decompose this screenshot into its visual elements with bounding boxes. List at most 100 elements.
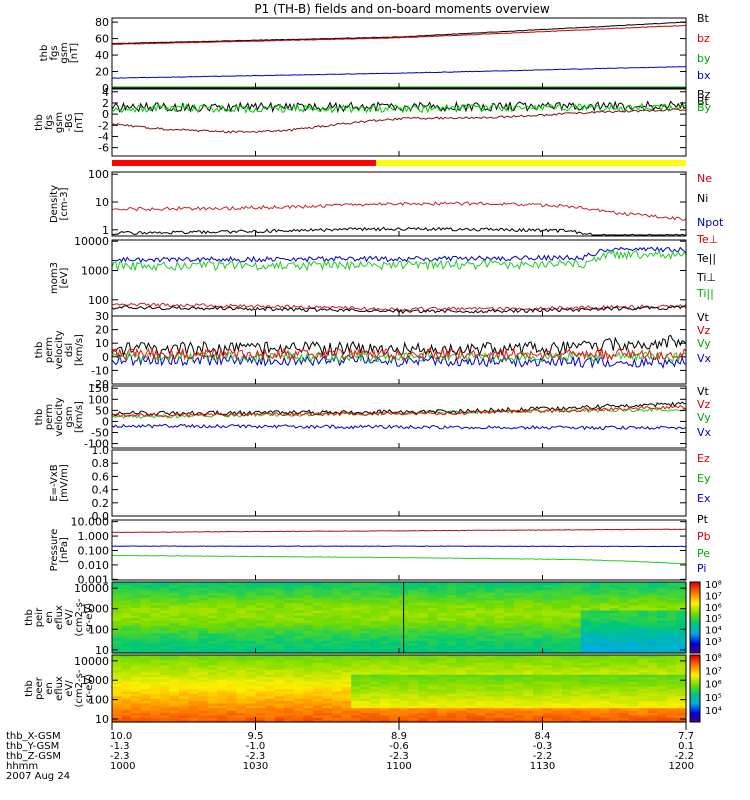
spectrogram-cell — [332, 695, 343, 699]
spectrogram-cell — [312, 625, 324, 629]
spectrogram-cell — [341, 630, 352, 634]
spectrogram-cell — [198, 705, 209, 709]
spectrogram-cell — [475, 650, 486, 654]
spectrogram-cell — [198, 664, 209, 668]
spectrogram-cell — [647, 671, 658, 675]
spectrogram-cell — [322, 655, 333, 658]
spectrogram-cell — [265, 717, 276, 721]
y-axis-label: eV/ — [64, 609, 75, 626]
spectrogram-cell — [217, 617, 228, 621]
spectrogram-cell — [169, 664, 180, 668]
spectrogram-cell — [303, 690, 314, 694]
spectrogram-cell — [475, 664, 486, 668]
spectrogram-cell — [609, 693, 620, 697]
spectrogram-cell — [590, 683, 601, 687]
spectrogram-cell — [590, 710, 601, 714]
spectrogram-cell — [561, 627, 572, 631]
spectrogram-cell — [619, 622, 630, 626]
spectrogram-cell — [322, 589, 333, 593]
spectrogram-cell — [121, 607, 132, 611]
spectrogram-cell — [638, 695, 649, 699]
spectrogram-cell — [178, 676, 190, 680]
spectrogram-cell — [580, 686, 591, 690]
spectrogram-cell — [504, 698, 515, 702]
spectrogram-cell — [628, 674, 639, 678]
spectrogram-cell — [284, 587, 295, 591]
spectrogram-cell — [513, 604, 524, 608]
spectrogram-cell — [657, 622, 668, 626]
spectrogram-cell — [121, 690, 132, 694]
spectrogram-cell — [446, 640, 457, 644]
spectrogram-cell — [159, 640, 170, 644]
spectrogram-cell — [341, 666, 352, 670]
spectrogram-cell — [590, 622, 601, 626]
spectrogram-cell — [504, 700, 515, 704]
spectrogram-cell — [370, 609, 381, 614]
spectrogram-cell — [532, 645, 544, 649]
spectrogram-cell — [360, 614, 371, 619]
spectrogram-cell — [475, 710, 486, 714]
y-axis-label: thb — [34, 409, 45, 426]
spectrogram-cell — [628, 604, 639, 608]
spectrogram-cell — [322, 676, 333, 680]
spectrogram-cell — [360, 698, 371, 702]
spectrogram-cell — [389, 632, 400, 636]
spectrogram-cell — [255, 630, 266, 634]
spectrogram-cell — [437, 676, 448, 680]
spectrogram-cell — [647, 589, 658, 593]
spectrogram-cell — [236, 666, 247, 670]
spectrogram-cell — [169, 604, 180, 608]
spectrogram-cell — [408, 630, 419, 634]
spectrogram-cell — [140, 710, 151, 714]
spectrogram-cell — [312, 676, 324, 680]
spectrogram-cell — [284, 620, 295, 624]
spectrogram-cell — [284, 719, 295, 723]
spectrogram-cell — [475, 700, 486, 704]
spectrogram-cell — [437, 584, 448, 588]
spectrogram-cell — [456, 622, 467, 626]
spectrogram-cell — [159, 587, 170, 591]
spectrogram-cell — [140, 622, 151, 626]
spectrogram-cell — [609, 662, 620, 666]
spectrogram-cell — [609, 674, 620, 678]
spectrogram-cell — [599, 597, 611, 601]
spectrogram-cell — [408, 693, 419, 697]
spectrogram-cell — [236, 582, 247, 586]
spectrogram-cell — [456, 666, 467, 670]
spectrogram-cell — [226, 640, 237, 644]
spectrogram-cell — [465, 669, 477, 673]
spectrogram-cell — [475, 719, 486, 723]
spectrogram-cell — [351, 688, 362, 692]
spectrogram-cell — [485, 599, 496, 603]
spectrogram-cell — [150, 710, 161, 714]
spectrogram-cell — [628, 640, 639, 644]
spectrogram-cell — [370, 707, 381, 711]
spectrogram-cell — [418, 705, 429, 709]
spectrogram-cell — [312, 617, 324, 621]
colorbar-cell — [690, 691, 700, 695]
spectrogram-cell — [513, 625, 524, 629]
colorbar-cell — [690, 644, 700, 647]
spectrogram-cell — [226, 686, 237, 690]
footer-value: 8.4 — [535, 731, 551, 742]
spectrogram-cell — [389, 650, 400, 654]
spectrogram-cell — [150, 587, 161, 591]
spectrogram-cell — [561, 659, 572, 663]
spectrogram-cell — [676, 645, 687, 649]
spectrogram-cell — [609, 604, 620, 608]
spectrogram-cell — [571, 594, 582, 598]
spectrogram-cell — [494, 655, 505, 658]
spectrogram-cell — [504, 632, 515, 636]
spectrogram-cell — [542, 635, 553, 639]
legend-Ne: Ne — [697, 172, 712, 185]
spectrogram-cell — [332, 625, 343, 629]
spectrogram-cell — [609, 594, 620, 598]
spectrogram-cell — [169, 683, 180, 687]
spectrogram-cell — [427, 719, 438, 723]
spectrogram-cell — [312, 698, 324, 702]
spectrogram-cell — [532, 669, 544, 673]
spectrogram-cell — [542, 707, 553, 711]
spectrogram-cell — [255, 635, 266, 639]
spectrogram-cell — [150, 609, 161, 614]
